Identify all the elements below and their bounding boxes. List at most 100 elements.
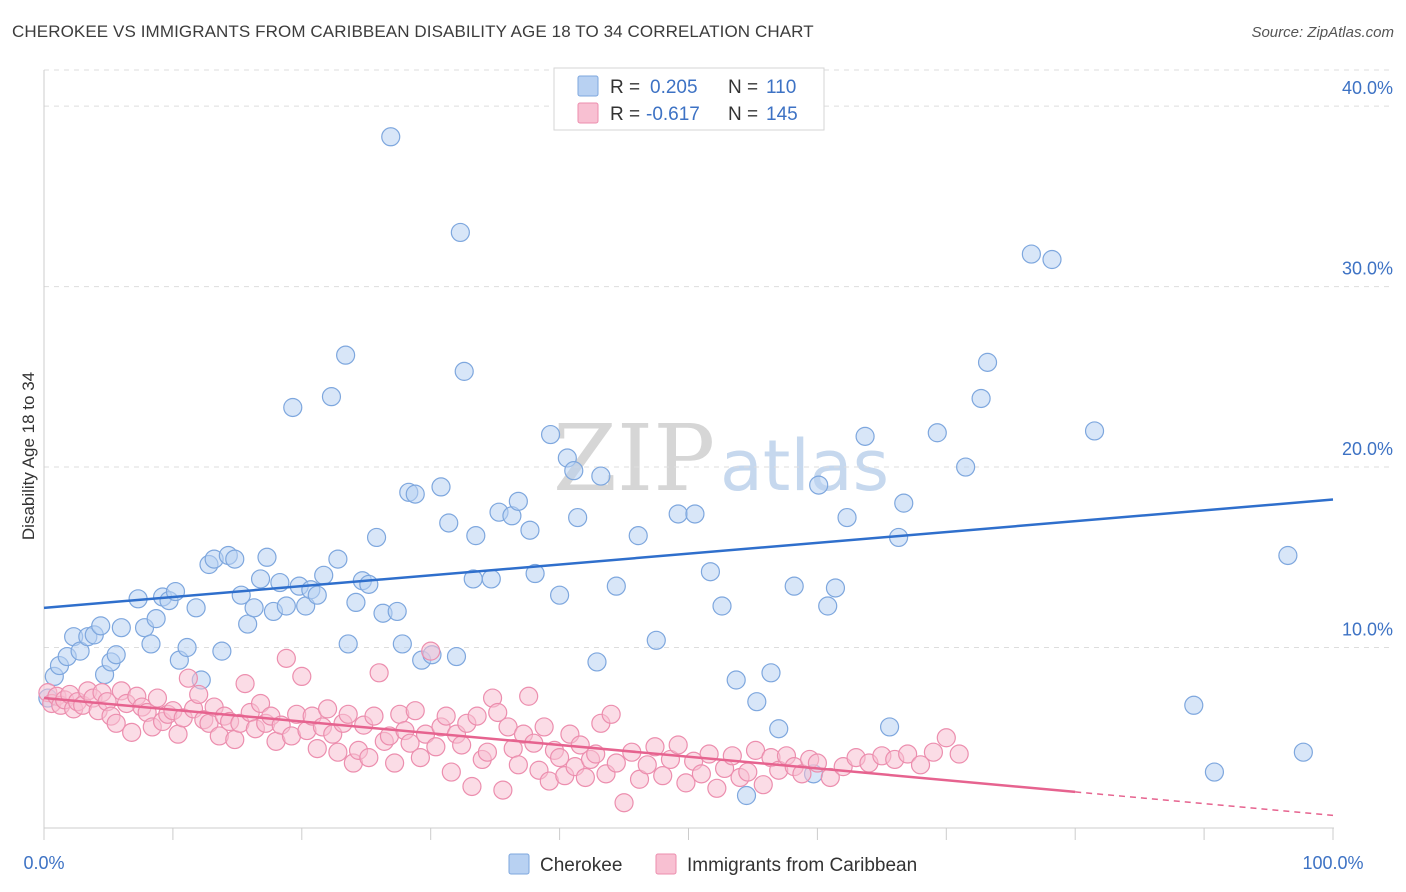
point-cherokee xyxy=(212,641,232,661)
point-cherokee xyxy=(508,491,528,511)
bottom-legend-label-cherokee: Cherokee xyxy=(540,855,622,876)
point-cherokee xyxy=(1084,421,1105,441)
point-caribbean xyxy=(462,776,482,797)
point-caribbean xyxy=(328,742,348,762)
point-cherokee xyxy=(321,387,342,407)
point-cherokee xyxy=(726,670,746,690)
point-cherokee xyxy=(111,618,131,638)
point-caribbean xyxy=(923,742,944,762)
point-cherokee xyxy=(439,513,459,533)
point-cherokee xyxy=(761,663,781,683)
point-caribbean xyxy=(745,740,766,760)
point-caribbean xyxy=(292,666,312,687)
point-caribbean xyxy=(426,737,446,757)
point-caribbean xyxy=(910,755,931,775)
point-cherokee xyxy=(283,397,303,418)
watermark: ZIP atlas xyxy=(553,405,889,512)
point-cherokee xyxy=(381,127,401,147)
watermark-zip: ZIP xyxy=(553,405,715,512)
point-cherokee xyxy=(366,527,387,548)
point-caribbean xyxy=(317,699,338,719)
point-caribbean xyxy=(668,735,688,755)
y-tick-label: 40.0% xyxy=(1342,78,1393,98)
point-cherokee xyxy=(481,569,501,589)
legend-n-label: N = xyxy=(728,77,758,98)
y-tick-labels: 10.0% 20.0% 30.0% 40.0% xyxy=(1342,78,1393,639)
point-cherokee xyxy=(564,461,584,481)
y-tick-label: 30.0% xyxy=(1342,259,1393,279)
legend-r-value: 0.205 xyxy=(650,77,698,98)
point-caribbean xyxy=(676,773,696,793)
point-cherokee xyxy=(307,585,327,605)
point-caribbean xyxy=(452,735,472,755)
y-axis-title: Disability Age 18 to 34 xyxy=(19,372,38,540)
point-cherokee xyxy=(587,652,607,672)
series-caribbean-points xyxy=(38,641,969,813)
point-caribbean xyxy=(122,722,142,742)
point-caribbean xyxy=(178,668,198,688)
point-cherokee xyxy=(387,601,407,622)
trend-line-caribbean-extrapolated xyxy=(1075,791,1334,817)
trend-line-caribbean xyxy=(43,696,1076,794)
point-cherokee xyxy=(392,634,412,654)
point-cherokee xyxy=(250,569,271,589)
point-cherokee xyxy=(446,646,467,667)
legend-r-label: R = xyxy=(610,104,640,125)
point-cherokee xyxy=(225,549,245,569)
trend-lines xyxy=(43,498,1334,817)
point-caribbean xyxy=(359,748,379,768)
point-cherokee xyxy=(405,484,425,504)
x-ticks xyxy=(43,828,1334,840)
y-tick-label: 10.0% xyxy=(1342,620,1393,640)
point-caribbean xyxy=(949,744,969,764)
point-cherokee xyxy=(540,424,561,445)
point-caribbean xyxy=(307,738,327,759)
chart-source: Source: ZipAtlas.com xyxy=(1251,24,1394,41)
point-caribbean xyxy=(235,674,255,694)
point-caribbean xyxy=(534,717,554,737)
point-cherokee xyxy=(549,585,570,605)
legend-swatch-cherokee xyxy=(577,75,599,97)
point-cherokee xyxy=(186,598,206,618)
legend-n-value: 110 xyxy=(766,77,796,98)
point-cherokee xyxy=(520,520,540,540)
point-cherokee xyxy=(1204,762,1225,782)
legend-n-label: N = xyxy=(728,104,758,125)
point-cherokee xyxy=(466,526,486,546)
chart-title: CHEROKEE VS IMMIGRANTS FROM CARIBBEAN DI… xyxy=(12,22,814,41)
point-cherokee xyxy=(825,578,846,598)
point-cherokee xyxy=(818,596,838,616)
point-caribbean xyxy=(369,663,389,683)
x-tick-label-min: 0.0% xyxy=(23,853,64,873)
point-cherokee xyxy=(328,549,348,569)
point-cherokee xyxy=(257,547,277,567)
point-cherokee xyxy=(431,477,451,497)
point-cherokee xyxy=(736,785,757,806)
point-caribbean xyxy=(614,793,634,813)
point-cherokee xyxy=(314,565,334,585)
point-cherokee xyxy=(685,504,705,524)
legend-frame xyxy=(553,67,825,131)
point-caribbean xyxy=(753,775,773,795)
point-caribbean xyxy=(385,753,405,773)
point-cherokee xyxy=(346,592,366,613)
point-cherokee xyxy=(454,361,474,381)
point-caribbean xyxy=(106,713,126,733)
point-caribbean xyxy=(738,762,758,782)
bottom-legend-swatch-caribbean xyxy=(655,853,677,875)
point-cherokee xyxy=(276,596,296,616)
point-caribbean xyxy=(606,753,626,773)
point-caribbean xyxy=(405,701,425,721)
point-cherokee xyxy=(106,645,126,665)
point-cherokee xyxy=(879,717,900,737)
point-cherokee xyxy=(747,692,767,712)
series-cherokee-points xyxy=(38,127,1313,806)
legend-r-value: -0.617 xyxy=(646,104,700,125)
point-caribbean xyxy=(549,748,570,768)
point-cherokee xyxy=(894,493,914,513)
point-caribbean xyxy=(575,767,595,788)
point-cherokee xyxy=(450,222,470,243)
x-tick-label-max: 100.0% xyxy=(1302,853,1363,873)
point-caribbean xyxy=(421,641,441,661)
